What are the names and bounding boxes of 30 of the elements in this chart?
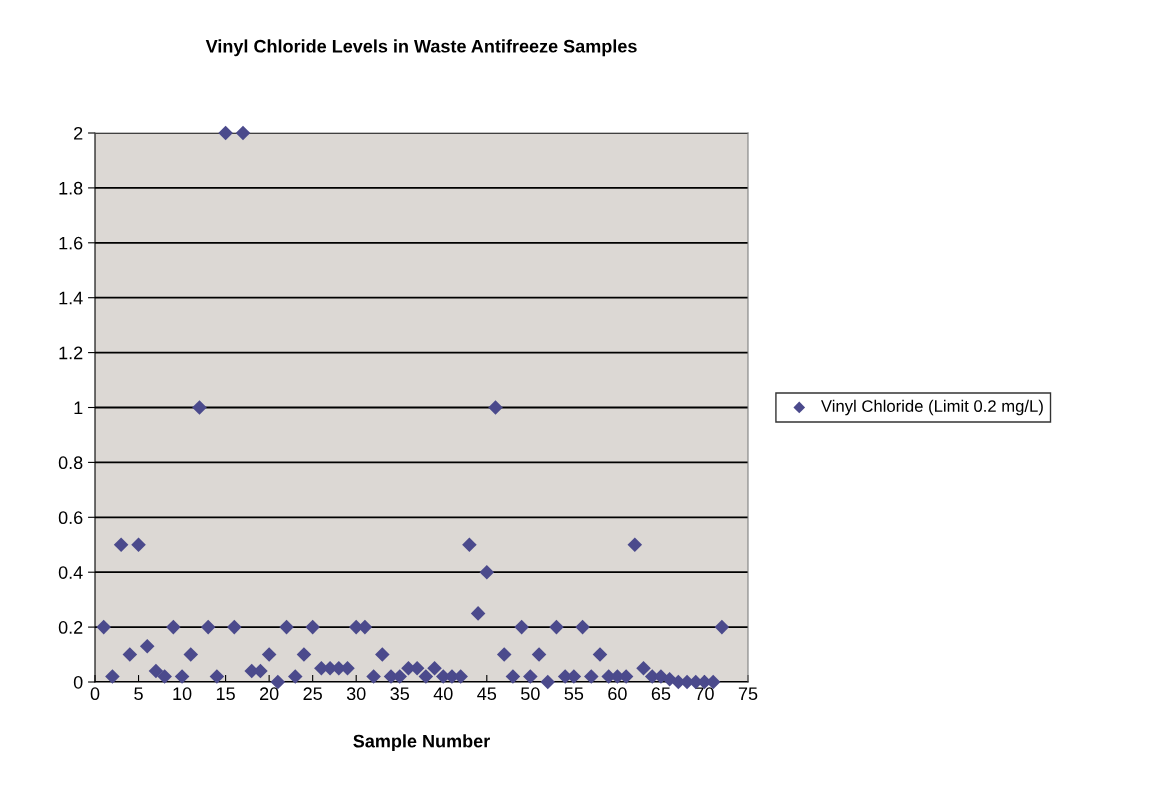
y-tick-label: 0.8 bbox=[58, 456, 83, 470]
x-tick-label: 65 bbox=[651, 687, 671, 701]
x-tick-label: 15 bbox=[216, 687, 235, 701]
x-tick-label: 10 bbox=[173, 687, 192, 701]
x-tick-label: 75 bbox=[738, 687, 758, 701]
x-tick-label: 25 bbox=[303, 687, 322, 701]
y-tick-label: 1.6 bbox=[59, 236, 83, 250]
x-tick-label: 40 bbox=[433, 687, 453, 701]
x-tick-label: 0 bbox=[90, 687, 100, 701]
y-tick-label: 0 bbox=[73, 675, 83, 689]
x-tick-label: 45 bbox=[477, 687, 497, 701]
x-tick-label: 55 bbox=[564, 687, 584, 701]
x-tick-label: 60 bbox=[608, 687, 627, 701]
x-tick-label: 5 bbox=[134, 687, 143, 701]
y-tick-label: 1.2 bbox=[59, 346, 83, 360]
y-tick-label: 0.6 bbox=[58, 511, 83, 525]
x-tick-label: 35 bbox=[390, 687, 410, 701]
legend-label: Vinyl Chloride (Limit 0.2 mg/L) bbox=[821, 399, 1043, 416]
y-tick-label: 0.4 bbox=[58, 566, 83, 579]
y-tick-label: 1.8 bbox=[59, 181, 83, 195]
y-tick-label: 1.4 bbox=[59, 291, 83, 305]
y-tick-label: 0.2 bbox=[58, 621, 83, 634]
x-tick-label: 70 bbox=[695, 687, 714, 701]
x-tick-label: 20 bbox=[260, 687, 279, 701]
y-tick-label: 1 bbox=[74, 401, 83, 415]
y-tick-label: 2 bbox=[74, 126, 83, 140]
x-tick-label: 30 bbox=[346, 687, 366, 701]
x-tick-label: 50 bbox=[521, 687, 540, 701]
x-axis-title: Sample Number bbox=[353, 734, 490, 752]
chart-title: Vinyl Chloride Levels in Waste Antifreeze Samples bbox=[205, 39, 637, 57]
